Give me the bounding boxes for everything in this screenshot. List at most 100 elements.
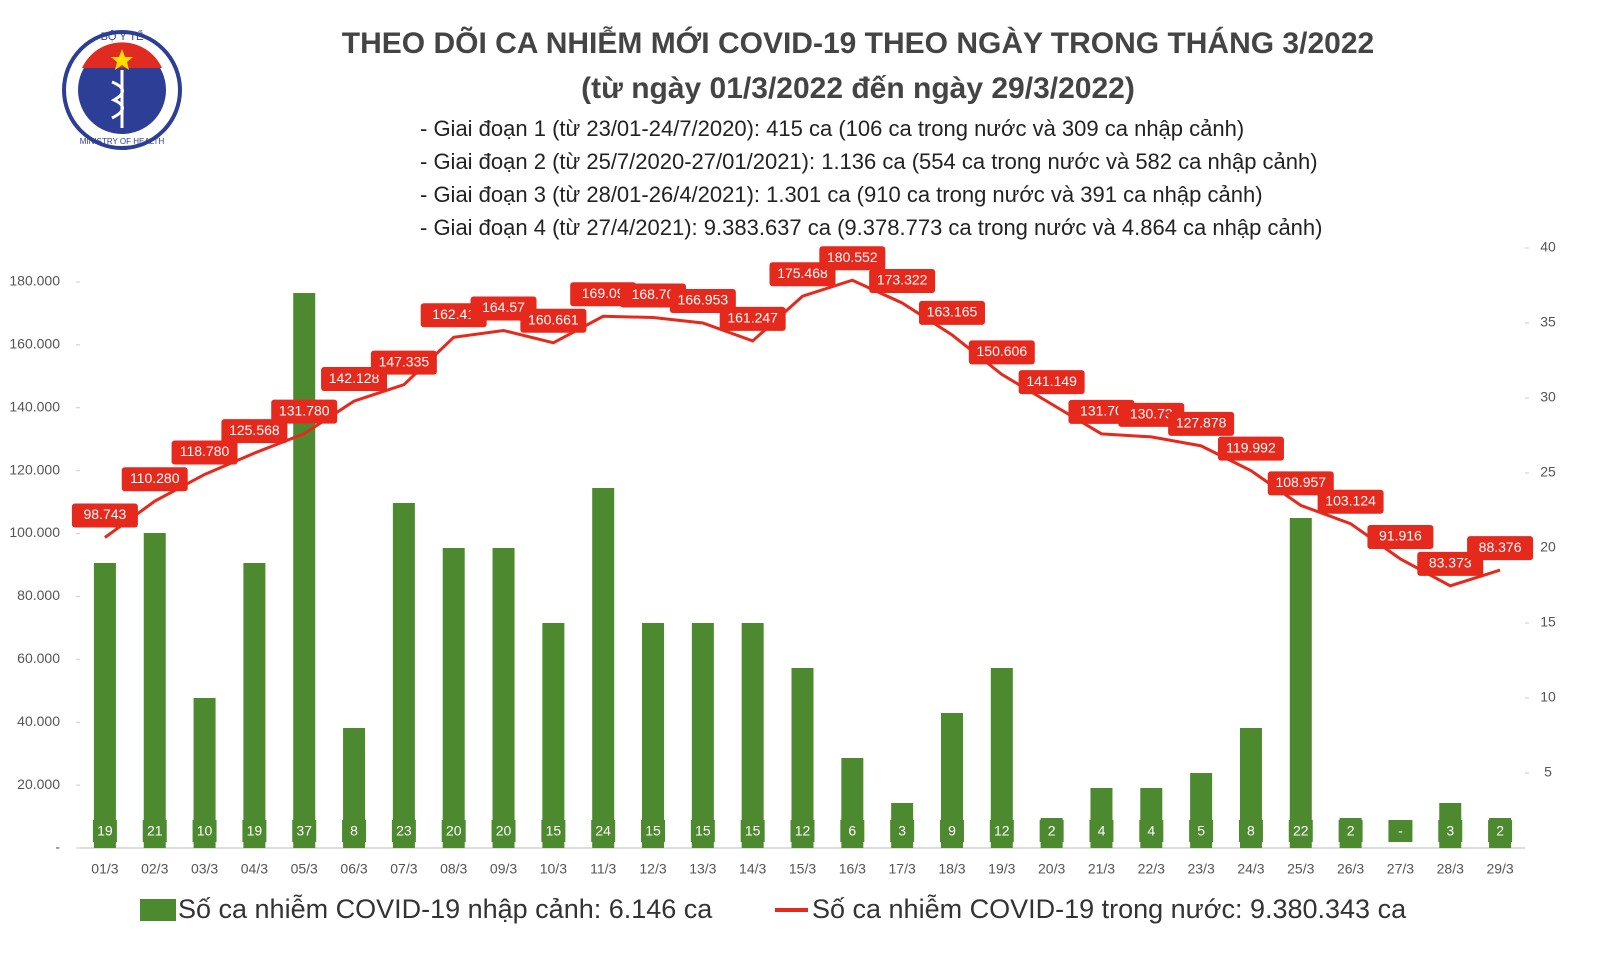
line-label: 110.280	[130, 470, 180, 486]
line-label: 160.661	[520, 308, 587, 333]
bar	[642, 623, 665, 848]
line-label-box	[221, 419, 288, 444]
line-label: 162.41	[432, 306, 475, 322]
bar-label-box	[591, 820, 616, 842]
bar	[791, 668, 814, 848]
line-label-box	[1417, 551, 1484, 576]
line-label: 83.373	[1429, 555, 1472, 571]
line-label: 119.992	[1226, 439, 1276, 455]
line-label: 88.376	[1467, 536, 1534, 561]
bar-label: 19	[97, 823, 113, 839]
line-label-box	[370, 350, 437, 375]
line-label: 131.780	[279, 402, 330, 418]
line-label-box	[570, 282, 637, 307]
bar-label-box	[690, 820, 715, 842]
bar-label: 21	[147, 823, 163, 839]
bar	[691, 623, 714, 848]
line-label-box	[669, 288, 736, 313]
bar-label-box	[342, 820, 367, 842]
bar-label-box	[740, 820, 765, 842]
bar-label: 4	[1098, 823, 1106, 839]
bar	[93, 563, 116, 848]
line-label: 161.247	[719, 306, 786, 331]
legend-label: Số ca nhiễm COVID-19 nhập cảnh: 6.146 ca	[178, 893, 713, 924]
bar	[293, 293, 316, 848]
y-tick-label: 140.000	[9, 398, 60, 414]
bar	[392, 503, 415, 848]
line-label: 180.552	[827, 249, 878, 265]
line-label-box	[1367, 524, 1434, 549]
line-label: 130.73	[1118, 402, 1185, 427]
bar-label-box	[292, 820, 317, 842]
line-label: 98.743	[83, 506, 126, 522]
y-tick-label: 120.000	[9, 461, 60, 477]
line-label-box	[470, 296, 537, 321]
bar	[243, 563, 266, 848]
bar-label: 37	[296, 823, 312, 839]
logo-bottom: MINISTRY OF HEALTH	[80, 137, 165, 146]
bar	[143, 533, 166, 848]
bar-label-box	[840, 820, 865, 842]
x-tick-label: 20/3	[1038, 861, 1065, 877]
bar-label: 15	[645, 823, 661, 839]
bar	[741, 623, 764, 848]
line-label: 164.57	[470, 296, 537, 321]
x-tick-label: 09/3	[490, 861, 517, 877]
bar	[940, 713, 963, 848]
bar	[193, 698, 216, 848]
bar-label-box	[1039, 820, 1064, 842]
x-tick-label: 04/3	[241, 861, 268, 877]
note: - Giai đoạn 4 (từ 27/4/2021): 9.383.637 …	[420, 215, 1322, 240]
x-tick-label: 11/3	[590, 861, 616, 877]
y-tick-label: 80.000	[17, 587, 60, 603]
x-tick-label: 05/3	[291, 861, 318, 877]
x-tick-label: 16/3	[839, 861, 866, 877]
line-label: 180.552	[819, 246, 886, 271]
x-tick-label: 19/3	[988, 861, 1015, 877]
x-tick-label: 23/3	[1187, 861, 1214, 877]
line-label-box	[1118, 402, 1185, 427]
line-label-box	[819, 246, 886, 271]
x-tick-label: 18/3	[938, 861, 965, 877]
bar	[1239, 728, 1262, 848]
bar	[442, 548, 465, 848]
legend-swatch	[140, 899, 176, 921]
line-label-box	[1068, 399, 1135, 424]
line-label-box	[968, 340, 1035, 365]
bar-label: 23	[396, 823, 412, 839]
note: - Giai đoạn 2 (từ 25/7/2020-27/01/2021):…	[420, 149, 1318, 174]
line-label: 169.09	[582, 285, 625, 301]
line-label-box	[1168, 411, 1235, 436]
bar-label-box	[1488, 820, 1513, 842]
y-tick-label: 20.000	[17, 776, 60, 792]
bar-label: 3	[898, 823, 906, 839]
bar	[592, 488, 615, 848]
x-tick-label: 02/3	[141, 861, 168, 877]
line-label: 118.780	[180, 443, 230, 459]
bar-label: 3	[1446, 823, 1454, 839]
bar-label: 20	[446, 823, 462, 839]
line-label: 169.09	[570, 282, 637, 307]
line-label-box	[321, 367, 388, 392]
bar-label: 10	[197, 823, 213, 839]
bar-label: 2	[1048, 823, 1056, 839]
line-label: 119.992	[1217, 436, 1284, 461]
line-label: 150.606	[977, 343, 1028, 359]
line-label-box	[171, 440, 238, 465]
line-label-box	[719, 306, 786, 331]
bar-label-box	[1338, 820, 1363, 842]
bar-label-box	[1139, 820, 1164, 842]
x-tick-label: 13/3	[689, 861, 716, 877]
bar-label: 15	[745, 823, 761, 839]
line-label: 125.568	[229, 422, 280, 438]
note: - Giai đoạn 3 (từ 28/01-26/4/2021): 1.30…	[420, 182, 1263, 207]
bar-label: -	[1398, 823, 1403, 839]
x-tick-label: 24/3	[1237, 861, 1264, 877]
x-tick-label: 10/3	[540, 861, 567, 877]
line-label: 127.878	[1176, 415, 1227, 431]
line-label: 88.376	[1479, 539, 1522, 555]
bar-label: 12	[994, 823, 1010, 839]
line-label: 91.916	[1379, 528, 1422, 544]
x-tick-label: 07/3	[390, 861, 417, 877]
bar-label: 19	[247, 823, 263, 839]
